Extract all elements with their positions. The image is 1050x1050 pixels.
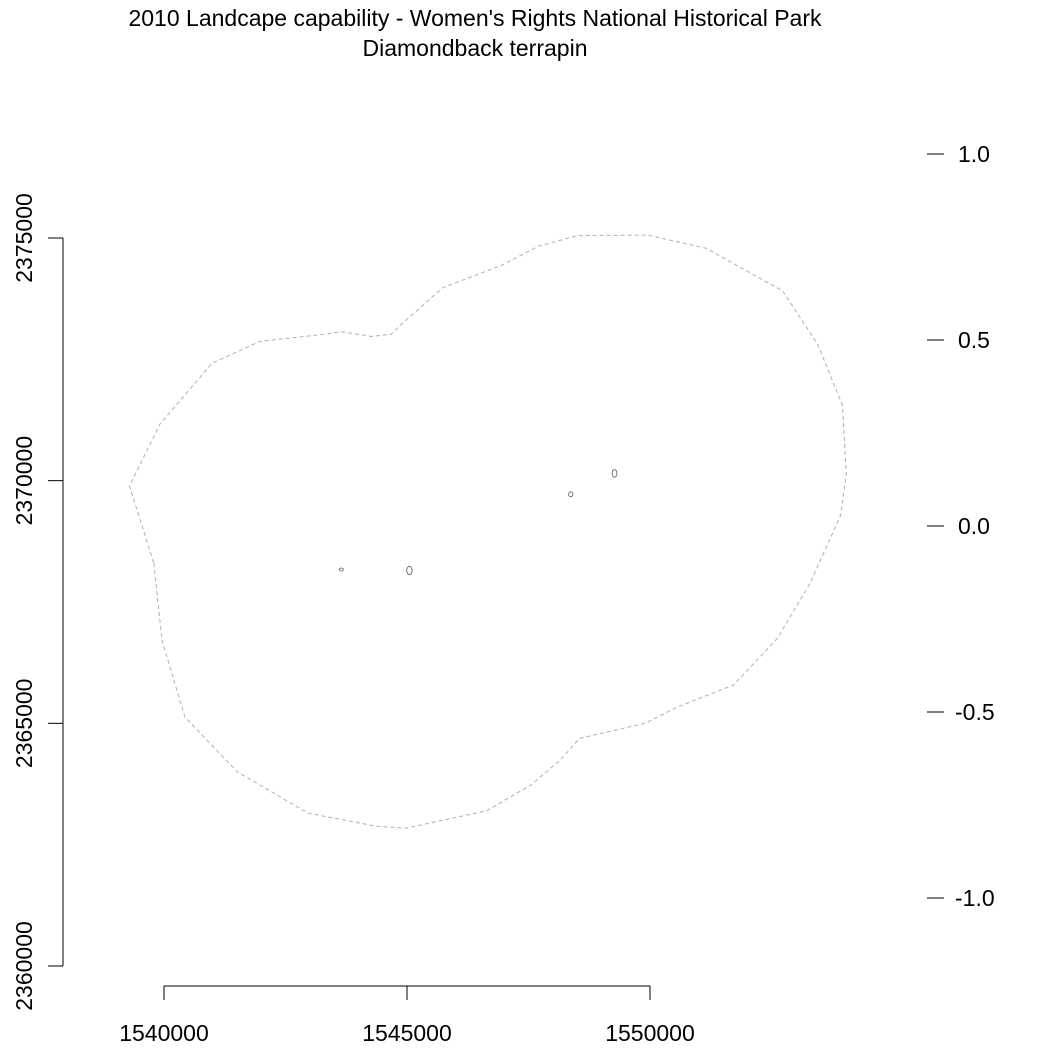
- y-axis: 2360000 2365000 2370000 2375000: [11, 193, 64, 1011]
- legend-tick-label: 0.0: [958, 513, 990, 539]
- x-tick-label: 1540000: [119, 1020, 209, 1046]
- legend-tick-label: -0.5: [955, 699, 995, 725]
- y-tick-label: 2375000: [11, 193, 37, 283]
- legend-tick-label: -1.0: [955, 885, 995, 911]
- x-axis: 1540000 1545000 1550000: [119, 985, 695, 1046]
- legend-tick-label: 0.5: [958, 327, 990, 353]
- y-tick-label: 2360000: [11, 921, 37, 1011]
- habitat-patch: [568, 491, 574, 498]
- habitat-patch: [611, 469, 618, 478]
- legend-tick-label: 1.0: [958, 141, 990, 167]
- x-tick-label: 1545000: [362, 1020, 452, 1046]
- chart-subtitle: Diamondback terrapin: [362, 35, 588, 61]
- x-tick-label: 1550000: [605, 1020, 695, 1046]
- habitat-patch: [406, 565, 413, 575]
- park-boundary: [128, 234, 847, 829]
- y-tick-label: 2370000: [11, 436, 37, 526]
- y-tick-label: 2365000: [11, 679, 37, 769]
- chart-title: 2010 Landcape capability - Women's Right…: [128, 5, 822, 31]
- habitat-patch: [339, 567, 344, 572]
- legend-axis: 1.0 0.5 0.0 -0.5 -1.0: [927, 141, 995, 911]
- map-layer: [128, 234, 847, 829]
